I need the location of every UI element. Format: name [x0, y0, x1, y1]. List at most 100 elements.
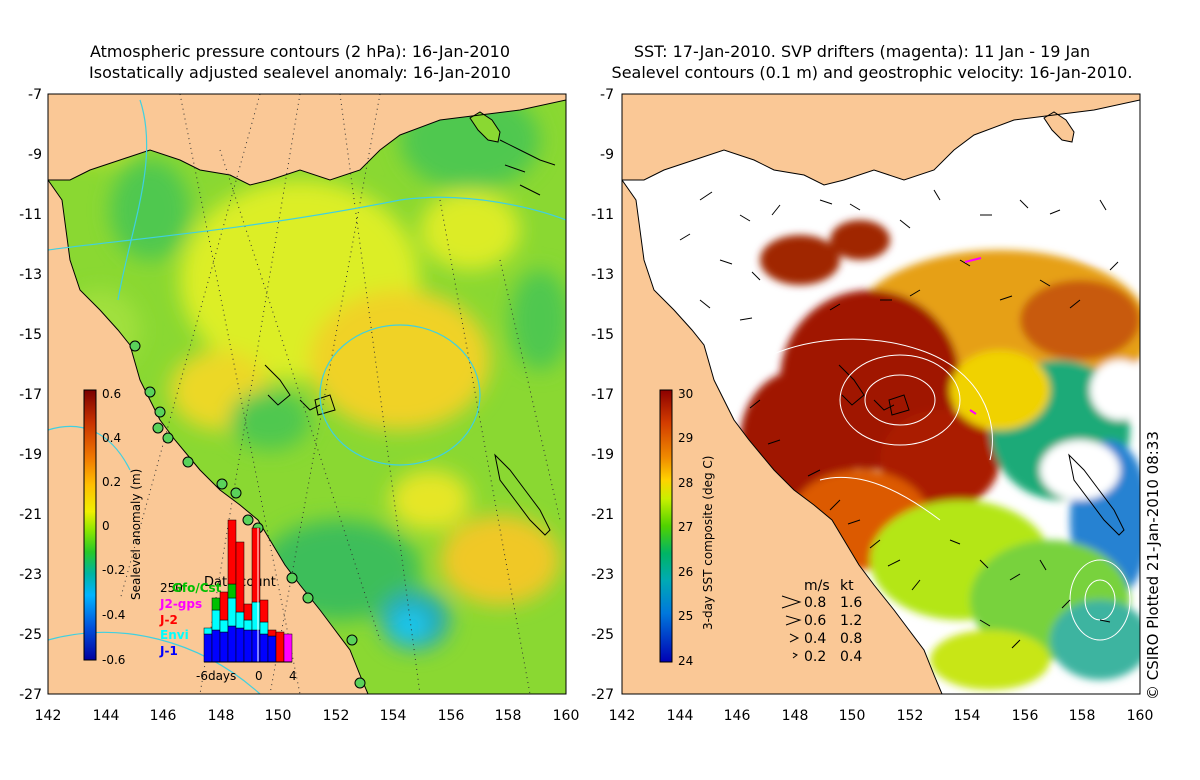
- left-colorbar: 0.6 0.4 0.2 0 -0.2 -0.4 -0.6 Sealevel an…: [83, 387, 143, 667]
- left-x-tick: 156: [438, 708, 465, 724]
- legend-gfo: Gfo/Cst: [172, 581, 222, 595]
- left-y-tick: -9: [28, 147, 42, 163]
- right-png-coast: [622, 99, 1140, 186]
- left-x-tick: 142: [35, 708, 62, 724]
- right-y-axis: -7 -9 -11 -13 -15 -17 -19 -21 -23 -25 -2…: [591, 87, 614, 703]
- left-coastline: [48, 179, 369, 694]
- right-cb-tick: 27: [678, 520, 693, 534]
- credit-text: © CSIRO Plotted 21-Jan-2010 08:33: [1144, 431, 1162, 700]
- right-colorbar: 30 29 28 27 26 25 24 3-day SST composite…: [659, 387, 715, 668]
- right-y-tick: -21: [591, 507, 614, 523]
- left-colorbar-label: Sealevel anomaly (m): [129, 469, 143, 600]
- left-map-frame: [47, 93, 567, 695]
- right-reef-coral: [838, 364, 910, 416]
- left-tide-gauges: [129, 340, 366, 689]
- right-x-tick: 160: [1127, 708, 1154, 724]
- left-altimeter-tracks: [119, 94, 561, 694]
- velocity-header-ms: m/s: [804, 578, 830, 594]
- right-colorbar-label: 3-day SST composite (deg C): [701, 456, 715, 630]
- right-x-tick: 144: [667, 708, 694, 724]
- left-map: 0.6 0.4 0.2 0 -0.2 -0.4 -0.6 Sealevel an…: [19, 87, 579, 724]
- right-cb-tick: 26: [678, 565, 693, 579]
- right-x-axis: 142 144 146 148 150 152 154 156 158 160: [609, 708, 1154, 724]
- velocity-row-ms: 0.4: [804, 631, 826, 647]
- left-x-tick: 150: [265, 708, 292, 724]
- right-y-tick: -9: [600, 147, 614, 163]
- right-x-tick: 156: [1012, 708, 1039, 724]
- right-cb-tick: 30: [678, 387, 693, 401]
- right-y-tick: -15: [591, 327, 614, 343]
- left-y-tick: -15: [19, 327, 42, 343]
- inset-x-label-end: 4: [289, 669, 297, 683]
- left-map-field: [48, 94, 566, 694]
- left-x-tick: 154: [380, 708, 407, 724]
- left-colorbar-ramp: [83, 389, 97, 661]
- left-title-line1: Atmospheric pressure contours (2 hPa): 1…: [89, 42, 511, 61]
- inset-bars: [203, 519, 293, 663]
- left-y-tick: -13: [19, 267, 42, 283]
- right-island-bougainville: [1043, 111, 1075, 143]
- left-cb-tick: 0: [102, 519, 110, 533]
- inset-max-label: 250: [160, 581, 183, 595]
- left-x-tick: 158: [495, 708, 522, 724]
- data-count-inset: Data count 250 Gfo/Cst J2-gps J-2 Envi J…: [159, 519, 297, 683]
- right-x-tick: 152: [897, 708, 924, 724]
- velocity-arrow-large: [781, 595, 802, 609]
- left-x-tick: 144: [93, 708, 120, 724]
- right-cb-tick: 25: [678, 609, 693, 623]
- left-x-tick: 148: [208, 708, 235, 724]
- left-y-tick: -11: [19, 207, 42, 223]
- right-title-line2: Sealevel contours (0.1 m) and geostrophi…: [611, 63, 1133, 82]
- right-land-queensland: [622, 180, 942, 694]
- right-y-tick: -27: [591, 687, 614, 703]
- left-y-axis: -7 -9 -11 -13 -15 -17 -19 -21 -23 -25 -2…: [19, 87, 42, 703]
- right-cb-tick: 28: [678, 476, 693, 490]
- legend-j2: J-2: [159, 613, 178, 627]
- legend-j1: J-1: [159, 644, 178, 658]
- left-y-tick: -7: [28, 87, 42, 103]
- velocity-arrow-small: [789, 633, 800, 643]
- velocity-arrow-medium: [785, 615, 802, 626]
- left-y-tick: -19: [19, 447, 42, 463]
- right-map: 30 29 28 27 26 25 24 3-day SST composite…: [591, 87, 1153, 724]
- inset-x-label-start: -6days: [196, 669, 236, 683]
- legend-envi: Envi: [160, 628, 189, 642]
- inset-x-label-zero: 0: [255, 669, 263, 683]
- right-title-line1: SST: 17-Jan-2010. SVP drifters (magenta)…: [633, 42, 1091, 61]
- right-y-tick: -11: [591, 207, 614, 223]
- left-x-tick: 152: [323, 708, 350, 724]
- right-land-png: [622, 94, 1140, 185]
- left-land-png: [48, 94, 566, 185]
- right-sealevel-contours: [759, 338, 1131, 641]
- left-reef-coral: [264, 364, 336, 416]
- left-y-tick: -27: [19, 687, 42, 703]
- left-cb-tick: 0.2: [102, 475, 121, 489]
- right-map-field: [622, 94, 1140, 694]
- velocity-row-kt: 0.8: [840, 631, 862, 647]
- right-drifter-track: [964, 257, 982, 263]
- right-y-tick: -25: [591, 627, 614, 643]
- right-x-tick: 154: [954, 708, 981, 724]
- right-y-tick: -19: [591, 447, 614, 463]
- left-land-queensland: [48, 180, 368, 694]
- left-island-newcal: [494, 453, 551, 536]
- velocity-row-ms: 0.8: [804, 595, 826, 611]
- right-cb-tick: 29: [678, 431, 693, 445]
- velocity-legend: m/s kt 0.8 1.6 0.6 1.2 0.4 0.8 0.2 0.4: [781, 578, 862, 665]
- velocity-row-kt: 1.2: [840, 613, 862, 629]
- left-pressure-contours: [48, 99, 566, 694]
- left-cb-tick: -0.2: [102, 563, 125, 577]
- right-x-tick: 158: [1069, 708, 1096, 724]
- left-y-tick: -21: [19, 507, 42, 523]
- right-colorbar-ramp: [659, 389, 673, 663]
- right-x-tick: 148: [782, 708, 809, 724]
- right-y-tick: -13: [591, 267, 614, 283]
- right-coastline: [622, 179, 943, 694]
- inset-legend: Gfo/Cst J2-gps J-2 Envi J-1: [159, 581, 222, 658]
- left-cb-tick: -0.6: [102, 653, 125, 667]
- left-y-tick: -17: [19, 387, 42, 403]
- velocity-header-kt: kt: [840, 578, 854, 594]
- right-cb-tick: 24: [678, 654, 693, 668]
- velocity-row-ms: 0.6: [804, 613, 826, 629]
